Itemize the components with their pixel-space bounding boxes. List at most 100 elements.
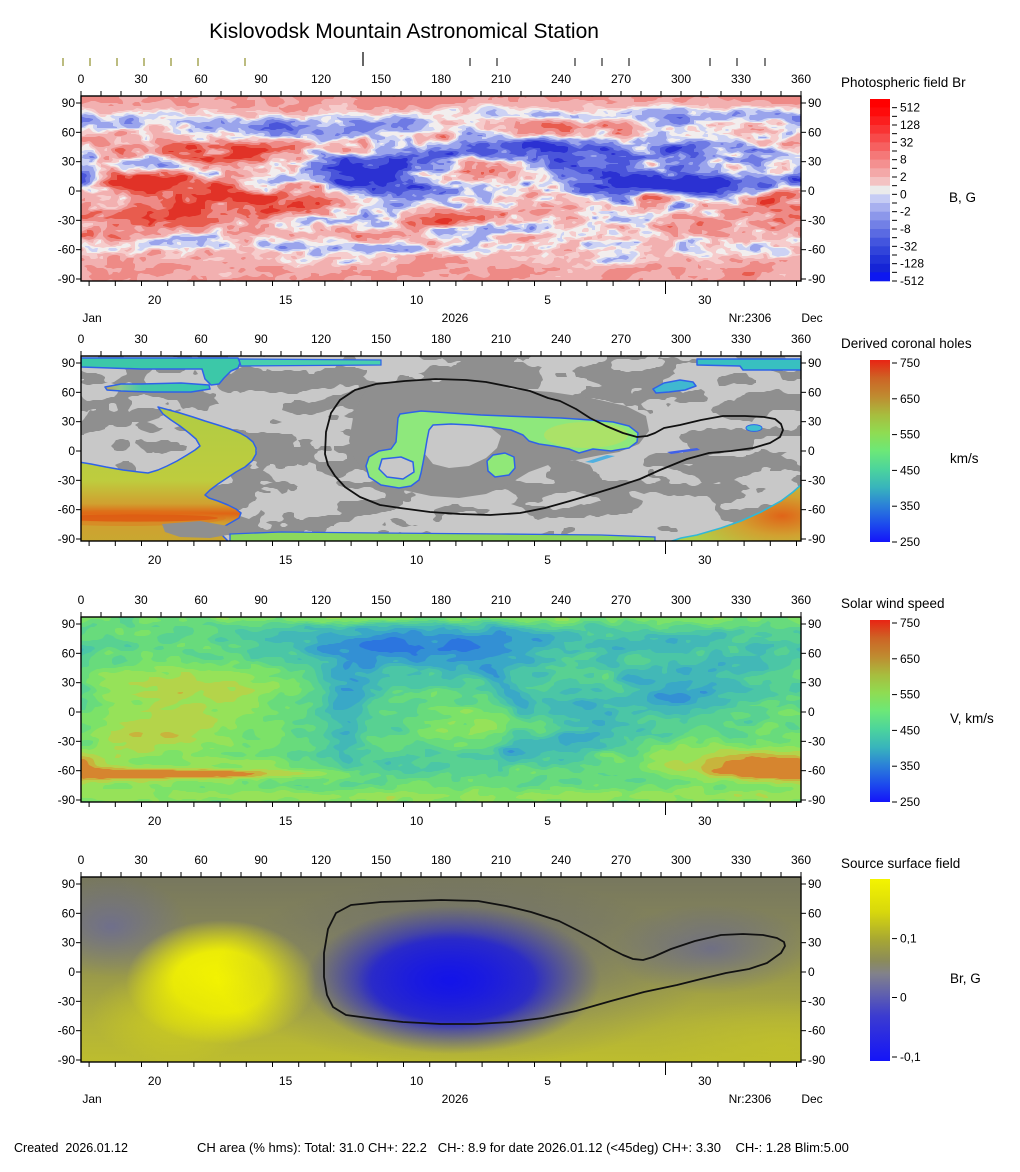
svg-text:30: 30: [808, 415, 822, 429]
svg-text:330: 330: [731, 593, 751, 607]
svg-text:0: 0: [808, 184, 815, 198]
svg-text:5: 5: [544, 814, 551, 828]
svg-text:-60: -60: [58, 764, 76, 778]
svg-text:270: 270: [611, 72, 631, 86]
svg-text:30: 30: [698, 814, 712, 828]
svg-text:5: 5: [544, 293, 551, 307]
svg-text:650: 650: [900, 652, 920, 666]
svg-text:0: 0: [68, 444, 75, 458]
svg-text:90: 90: [62, 877, 76, 891]
svg-text:90: 90: [808, 96, 822, 110]
svg-text:0: 0: [808, 965, 815, 979]
svg-text:330: 330: [731, 72, 751, 86]
svg-text:180: 180: [431, 853, 451, 867]
svg-text:-30: -30: [808, 473, 826, 487]
svg-text:512: 512: [900, 101, 920, 115]
svg-text:20: 20: [148, 814, 162, 828]
svg-text:210: 210: [491, 332, 511, 346]
svg-text:0: 0: [808, 444, 815, 458]
svg-text:-90: -90: [58, 272, 76, 286]
svg-text:210: 210: [491, 593, 511, 607]
svg-text:30: 30: [698, 553, 712, 567]
svg-text:90: 90: [808, 617, 822, 631]
svg-text:90: 90: [254, 72, 268, 86]
svg-text:180: 180: [431, 332, 451, 346]
svg-text:60: 60: [194, 332, 208, 346]
svg-text:15: 15: [279, 293, 293, 307]
svg-text:60: 60: [194, 593, 208, 607]
svg-text:-90: -90: [808, 1053, 826, 1067]
svg-text:30: 30: [698, 293, 712, 307]
svg-text:0: 0: [78, 72, 85, 86]
svg-text:210: 210: [491, 853, 511, 867]
svg-text:550: 550: [900, 688, 920, 702]
svg-text:15: 15: [279, 1074, 293, 1088]
svg-text:-90: -90: [58, 793, 76, 807]
svg-text:Photospheric field Br: Photospheric field Br: [841, 75, 966, 90]
svg-text:60: 60: [62, 385, 76, 399]
svg-text:2026: 2026: [442, 311, 469, 325]
svg-text:300: 300: [671, 332, 691, 346]
svg-text:Br, G: Br, G: [950, 971, 981, 986]
svg-text:750: 750: [900, 616, 920, 630]
svg-text:0: 0: [78, 853, 85, 867]
svg-text:5: 5: [544, 1074, 551, 1088]
svg-text:350: 350: [900, 759, 920, 773]
svg-text:-512: -512: [900, 274, 924, 288]
svg-text:-60: -60: [58, 503, 76, 517]
svg-text:30: 30: [62, 415, 76, 429]
svg-text:150: 150: [371, 853, 391, 867]
svg-text:-30: -30: [58, 473, 76, 487]
svg-text:0: 0: [808, 705, 815, 719]
svg-text:0: 0: [68, 965, 75, 979]
svg-text:550: 550: [900, 428, 920, 442]
svg-text:10: 10: [410, 553, 424, 567]
svg-text:-60: -60: [808, 1024, 826, 1038]
svg-text:250: 250: [900, 535, 920, 549]
svg-text:120: 120: [311, 853, 331, 867]
svg-text:-90: -90: [58, 532, 76, 546]
svg-text:-60: -60: [808, 243, 826, 257]
svg-text:20: 20: [148, 553, 162, 567]
svg-text:32: 32: [900, 135, 914, 149]
svg-text:300: 300: [671, 72, 691, 86]
svg-text:300: 300: [671, 593, 691, 607]
svg-text:60: 60: [194, 853, 208, 867]
svg-text:270: 270: [611, 332, 631, 346]
svg-text:250: 250: [900, 795, 920, 809]
svg-text:360: 360: [791, 72, 811, 86]
svg-text:Dec: Dec: [801, 1092, 822, 1106]
svg-text:650: 650: [900, 392, 920, 406]
svg-text:150: 150: [371, 593, 391, 607]
svg-text:350: 350: [900, 499, 920, 513]
svg-text:120: 120: [311, 72, 331, 86]
svg-text:2: 2: [900, 170, 907, 184]
svg-text:90: 90: [808, 356, 822, 370]
svg-text:360: 360: [791, 853, 811, 867]
svg-text:0: 0: [78, 332, 85, 346]
svg-text:90: 90: [808, 877, 822, 891]
svg-text:0: 0: [68, 705, 75, 719]
svg-text:30: 30: [808, 936, 822, 950]
svg-text:60: 60: [62, 646, 76, 660]
svg-text:V, km/s: V, km/s: [950, 711, 994, 726]
svg-text:0,1: 0,1: [900, 932, 917, 946]
svg-text:240: 240: [551, 72, 571, 86]
svg-text:90: 90: [254, 332, 268, 346]
svg-text:90: 90: [62, 617, 76, 631]
svg-text:0: 0: [78, 593, 85, 607]
svg-text:270: 270: [611, 593, 631, 607]
svg-text:30: 30: [134, 72, 148, 86]
svg-text:450: 450: [900, 463, 920, 477]
svg-text:150: 150: [371, 332, 391, 346]
svg-text:-90: -90: [58, 1053, 76, 1067]
svg-text:5: 5: [544, 553, 551, 567]
svg-text:0: 0: [900, 991, 907, 1005]
svg-text:-32: -32: [900, 239, 918, 253]
svg-text:120: 120: [311, 332, 331, 346]
svg-text:750: 750: [900, 356, 920, 370]
svg-text:8: 8: [900, 153, 907, 167]
svg-text:30: 30: [62, 676, 76, 690]
svg-text:CH area (% hms): Total: 31.0 C: CH area (% hms): Total: 31.0 CH+: 22.2 C…: [197, 1140, 849, 1155]
svg-text:360: 360: [791, 593, 811, 607]
